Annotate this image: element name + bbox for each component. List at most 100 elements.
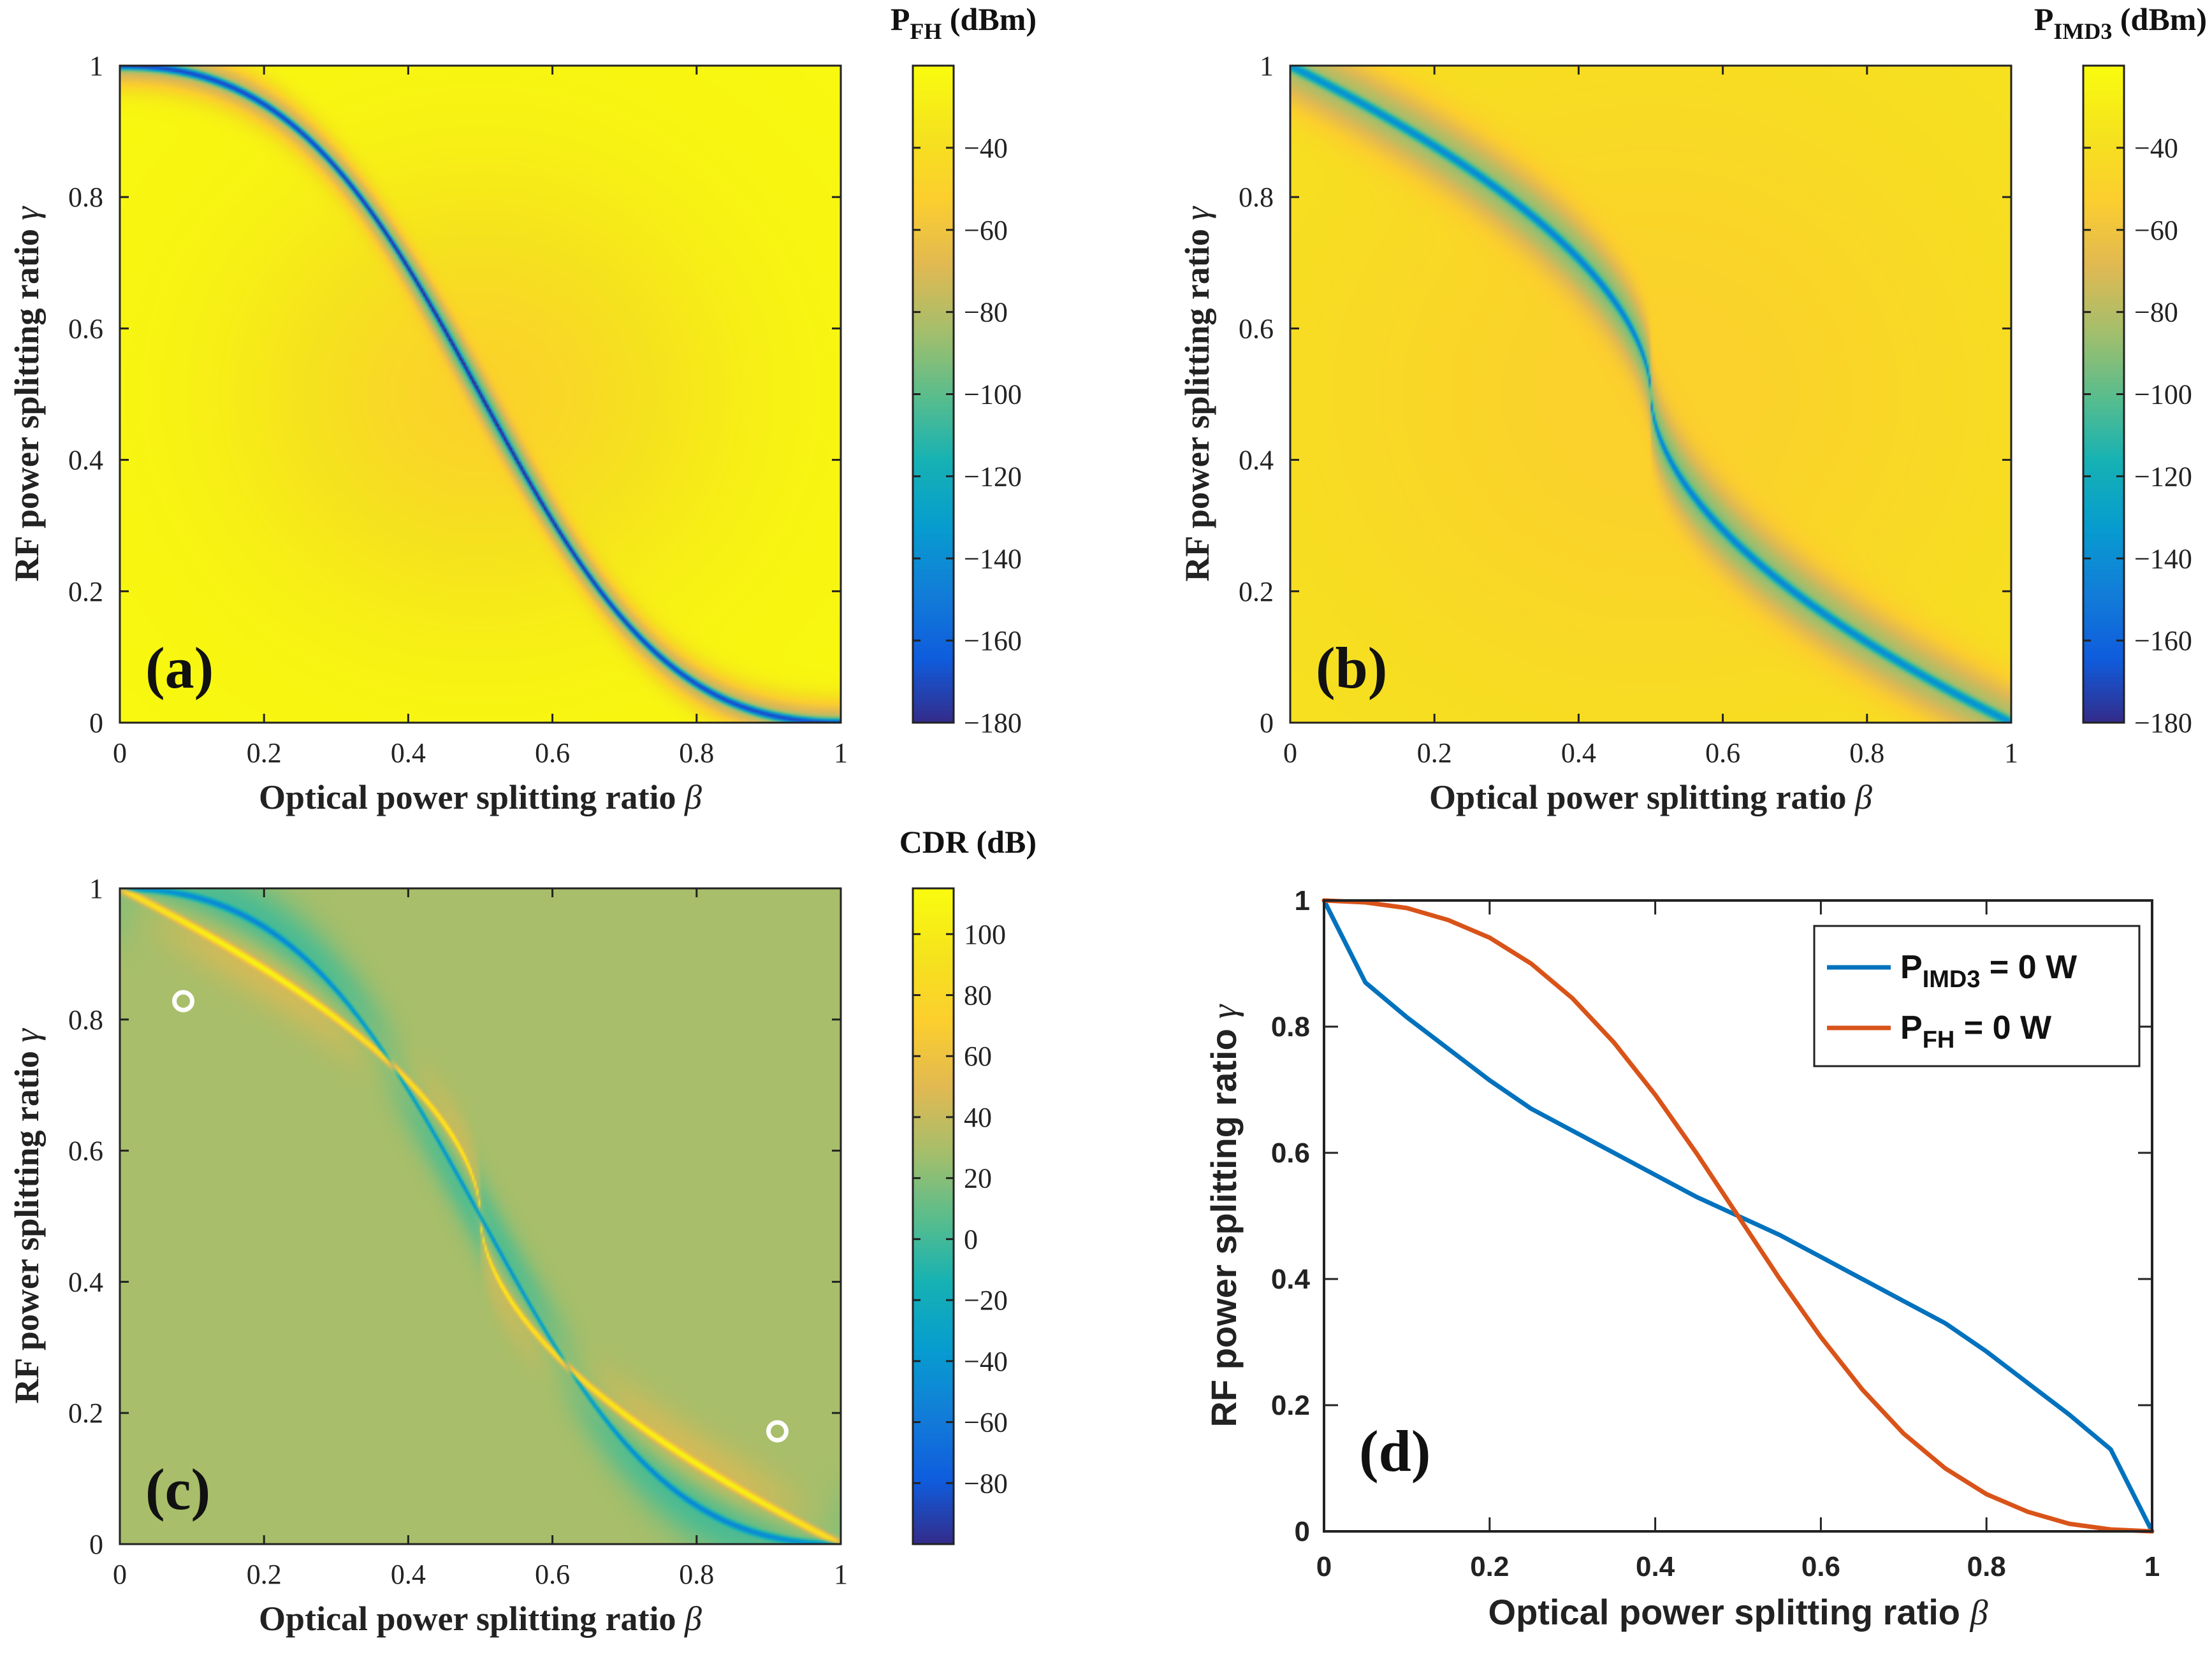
colorbar-swatch xyxy=(913,78,954,83)
x-tick-label: 0.2 xyxy=(1417,737,1452,769)
colorbar-swatch xyxy=(913,1167,954,1172)
colorbar-swatch xyxy=(2083,102,2124,108)
colorbar-swatch xyxy=(913,1371,954,1377)
colorbar-swatch xyxy=(913,414,954,420)
colorbar-swatch xyxy=(2083,197,2124,202)
colorbar-swatch xyxy=(913,283,954,288)
colorbar-swatch xyxy=(2083,394,2124,399)
colorbar-swatch xyxy=(913,320,954,325)
panel-label: (a) xyxy=(145,635,214,700)
colorbar-swatch xyxy=(913,982,954,988)
colorbar-swatch xyxy=(2083,677,2124,683)
colorbar-swatch xyxy=(913,1528,954,1533)
colorbar-title: PIMD3 (dBm) xyxy=(2034,1,2207,44)
colorbar-swatch xyxy=(913,1052,954,1057)
colorbar-swatch xyxy=(2083,110,2124,116)
colorbar-swatch xyxy=(913,1081,954,1086)
colorbar-swatch xyxy=(2083,628,2124,633)
colorbar-swatch xyxy=(913,1044,954,1049)
colorbar-swatch xyxy=(913,628,954,633)
colorbar-swatch xyxy=(2083,414,2124,420)
x-tick-label: 0.6 xyxy=(1801,1551,1840,1582)
colorbar-swatch xyxy=(913,410,954,416)
colorbar-swatch xyxy=(2083,558,2124,563)
axes-box xyxy=(119,64,842,724)
colorbar-swatch xyxy=(2083,599,2124,605)
colorbar-swatch xyxy=(913,1155,954,1160)
colorbar-swatch xyxy=(2083,369,2124,375)
colorbar-swatch xyxy=(2083,484,2124,489)
colorbar-swatch xyxy=(913,164,954,170)
colorbar-swatch xyxy=(2083,496,2124,502)
colorbar-swatch xyxy=(2083,172,2124,177)
colorbar-swatch xyxy=(913,1442,954,1447)
colorbar-swatch xyxy=(2083,447,2124,452)
colorbar-swatch xyxy=(2083,152,2124,157)
colorbar-swatch xyxy=(2083,94,2124,99)
colorbar-swatch xyxy=(913,484,954,489)
colorbar-swatch xyxy=(913,324,954,329)
x-tick-label: 1 xyxy=(2004,737,2018,769)
colorbar-swatch xyxy=(913,1150,954,1156)
colorbar-swatch xyxy=(913,468,954,473)
colorbar-swatch xyxy=(2083,464,2124,469)
colorbar-swatch xyxy=(913,1282,954,1287)
colorbar-swatch xyxy=(913,303,954,309)
colorbar-swatch xyxy=(913,690,954,695)
x-tick-label: 0.6 xyxy=(535,1559,570,1590)
colorbar-swatch xyxy=(913,1327,954,1332)
colorbar-swatch xyxy=(2083,86,2124,91)
panel-label: (c) xyxy=(145,1457,210,1522)
colorbar-swatch xyxy=(2083,234,2124,239)
colorbar-swatch xyxy=(2083,258,2124,264)
x-tick-label: 0.4 xyxy=(391,1559,426,1590)
x-tick-label: 0.6 xyxy=(535,737,570,769)
colorbar-tick-label: 60 xyxy=(964,1041,992,1072)
colorbar-swatch xyxy=(2083,180,2124,185)
x-tick-label: 1 xyxy=(2144,1551,2160,1582)
y-axis-label: RF power splitting ratio γ xyxy=(1178,206,1216,582)
x-tick-label: 1 xyxy=(834,1559,848,1590)
colorbar-swatch xyxy=(2083,66,2124,71)
colorbar-swatch xyxy=(913,427,954,432)
colorbar-swatch xyxy=(913,431,954,436)
colorbar-swatch xyxy=(2083,710,2124,716)
colorbar-swatch xyxy=(913,1331,954,1336)
colorbar-swatch xyxy=(2083,690,2124,695)
colorbar-swatch xyxy=(2083,217,2124,222)
colorbar-swatch xyxy=(2083,340,2124,346)
colorbar-swatch xyxy=(2083,439,2124,444)
y-axis-label: RF power splitting ratio γ xyxy=(8,206,46,582)
colorbar-swatch xyxy=(913,312,954,317)
colorbar-swatch xyxy=(913,1306,954,1312)
colorbar-swatch xyxy=(913,1392,954,1398)
colorbar-swatch xyxy=(913,1109,954,1115)
colorbar-swatch xyxy=(913,394,954,399)
colorbar-swatch xyxy=(913,135,954,140)
colorbar-swatch xyxy=(913,147,954,153)
colorbar-swatch xyxy=(913,1220,954,1225)
colorbar-swatch xyxy=(913,1376,954,1381)
y-tick-label: 0.2 xyxy=(1271,1390,1310,1421)
colorbar-swatch xyxy=(913,1118,954,1123)
colorbar-swatch xyxy=(913,1261,954,1266)
colorbar-swatch xyxy=(913,1536,954,1541)
colorbar-swatch xyxy=(913,386,954,391)
colorbar-swatch xyxy=(913,513,954,518)
colorbar-swatch xyxy=(913,402,954,407)
colorbar-swatch xyxy=(2083,263,2124,268)
colorbar-swatch xyxy=(2083,135,2124,140)
x-tick-label: 0.4 xyxy=(1561,737,1596,769)
colorbar-swatch xyxy=(913,546,954,551)
y-tick-label: 1 xyxy=(89,873,103,904)
colorbar-tick-label: −20 xyxy=(964,1285,1008,1316)
colorbar-swatch xyxy=(913,476,954,481)
colorbar-swatch xyxy=(2083,459,2124,465)
y-tick-label: 0.2 xyxy=(68,1398,103,1429)
colorbar-swatch xyxy=(913,1171,954,1176)
colorbar-swatch xyxy=(913,966,954,971)
colorbar-tick-label: −140 xyxy=(964,543,1022,574)
colorbar-swatch xyxy=(2083,488,2124,494)
colorbar-swatch xyxy=(913,595,954,600)
colorbar-swatch xyxy=(2083,632,2124,637)
